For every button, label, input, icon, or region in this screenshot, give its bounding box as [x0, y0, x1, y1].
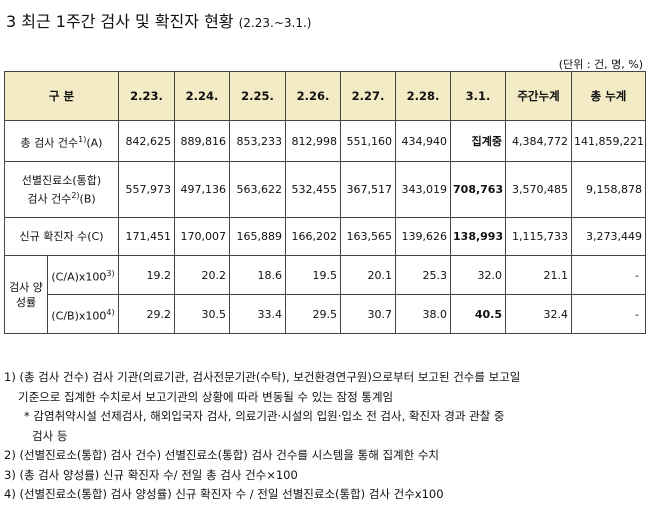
table-cell: 3,273,449	[571, 217, 647, 256]
row-label: 총 검사 건수1)(A)	[3, 120, 120, 162]
section-title: 3 최근 1주간 검사 및 확진자 현황 (2.23.~3.1.)	[6, 8, 311, 32]
row-label: 선별진료소(통합) 검사 건수2)(B)	[3, 161, 120, 218]
table-cell: 139,626	[395, 217, 452, 256]
table-cell: -	[571, 294, 647, 334]
unit-label: (단위 : 건, 명, %)	[558, 58, 643, 71]
table-cell: 21.1	[505, 255, 573, 295]
table-cell: 842,625	[118, 120, 176, 162]
header-col: 2.28.	[395, 71, 452, 121]
table-header-row: 구 분 2.23. 2.24. 2.25. 2.26. 2.27. 2.28. …	[3, 71, 647, 121]
positivity-group-label: 검사 양 성률	[4, 255, 48, 334]
table-cell: 170,007	[174, 217, 231, 256]
table-cell: 163,565	[340, 217, 397, 256]
header-col: 2.27.	[340, 71, 397, 121]
footnote-1-continued: 기준으로 집계한 수치로서 보고기관의 상황에 따라 변동될 수 있는 잠정 통…	[18, 389, 394, 404]
table-cell: 32.0	[450, 255, 507, 295]
table-cell: 563,622	[229, 161, 287, 218]
table-row: 신규 확진자 수(C) 171,451 170,007 165,889 166,…	[3, 217, 647, 256]
table-row: (C/B)x1004) 29.2 30.5 33.4 29.5 30.7 38.…	[5, 294, 647, 334]
table-cell: 25.3	[395, 255, 452, 295]
table-cell: 551,160	[340, 120, 397, 162]
table-cell: 30.7	[340, 294, 397, 334]
table-cell: 40.5	[450, 294, 507, 334]
header-col: 3.1.	[450, 71, 507, 121]
table-cell: 367,517	[340, 161, 397, 218]
table-cell: 853,233	[229, 120, 287, 162]
table-cell: 19.2	[118, 255, 176, 295]
table-cell: 29.2	[118, 294, 176, 334]
footnote-3: 3) (총 검사 양성률) 신규 확진자 수/ 전일 총 검사 건수×100	[4, 467, 298, 482]
table-cell: 889,816	[174, 120, 231, 162]
table-cell: 434,940	[395, 120, 452, 162]
table-cell: 3,570,485	[505, 161, 573, 218]
table-row: 총 검사 건수1)(A) 842,625 889,816 853,233 812…	[3, 120, 647, 162]
table-cell: 141,859,221	[571, 120, 647, 162]
footnote-1: 1) (총 검사 건수) 검사 기관(의료기관, 검사전문기관(수탁), 보건환…	[4, 370, 521, 384]
header-category: 구 분	[3, 71, 120, 121]
header-col: 2.25.	[229, 71, 287, 121]
table-cell: 20.1	[340, 255, 397, 295]
table-cell: 532,455	[285, 161, 342, 218]
title-main: 3 최근 1주간 검사 및 확진자 현황	[6, 12, 234, 31]
table-row: 검사 양 성률 (C/A)x1003) 19.2 20.2 18.6 19.5 …	[4, 255, 647, 334]
footnotes: 1) (총 검사 건수) 검사 기관(의료기관, 검사전문기관(수탁), 보건환…	[4, 368, 645, 505]
header-col: 주간누계	[505, 71, 573, 121]
table-cell: 9,158,878	[571, 161, 647, 218]
table-cell: 166,202	[285, 217, 342, 256]
table-cell: 171,451	[118, 217, 176, 256]
footnote-1-sub-continued: 검사 등	[32, 428, 68, 443]
row-label: 신규 확진자 수(C)	[3, 217, 120, 256]
table-cell: 30.5	[174, 294, 231, 334]
table-cell: 343,019	[395, 161, 452, 218]
table-cell: 138,993	[450, 217, 507, 256]
table-cell: 29.5	[285, 294, 342, 334]
footnote-1-sub: * 감염취약시설 선제검사, 해외입국자 검사, 의료기관·시설의 입원·입소 …	[24, 409, 505, 423]
table-cell: -	[571, 255, 647, 295]
table-cell: 20.2	[174, 255, 231, 295]
table-cell: 19.5	[285, 255, 342, 295]
table-cell: 497,136	[174, 161, 231, 218]
footnote-4: 4) (선별진료소(통합) 검사 양성률) 신규 확진자 수 / 전일 선별진료…	[4, 487, 444, 501]
stats-table: 구 분 2.23. 2.24. 2.25. 2.26. 2.27. 2.28. …	[3, 71, 647, 334]
header-col: 2.26.	[285, 71, 342, 121]
table-cell: 4,384,772	[505, 120, 573, 162]
header-col: 총 누계	[571, 71, 647, 121]
table-cell: 33.4	[229, 294, 287, 334]
row-label: (C/B)x1004)	[46, 294, 120, 334]
table-row: 선별진료소(통합) 검사 건수2)(B) 557,973 497,136 563…	[3, 161, 647, 218]
footnote-2: 2) (선별진료소(통합) 검사 건수) 선별진료소(통합) 검사 건수를 시스…	[4, 448, 439, 462]
table-cell: 38.0	[395, 294, 452, 334]
table-cell: 812,998	[285, 120, 342, 162]
header-col: 2.23.	[118, 71, 176, 121]
table-cell: 32.4	[505, 294, 573, 334]
table-cell: 18.6	[229, 255, 287, 295]
table-cell: 165,889	[229, 217, 287, 256]
table-cell: 557,973	[118, 161, 176, 218]
table-cell: 708,763	[450, 161, 507, 218]
row-label: (C/A)x1003)	[46, 255, 120, 295]
table-cell: 집계중	[450, 120, 507, 162]
title-period: (2.23.~3.1.)	[238, 16, 312, 30]
table-cell: 1,115,733	[505, 217, 573, 256]
header-col: 2.24.	[174, 71, 231, 121]
